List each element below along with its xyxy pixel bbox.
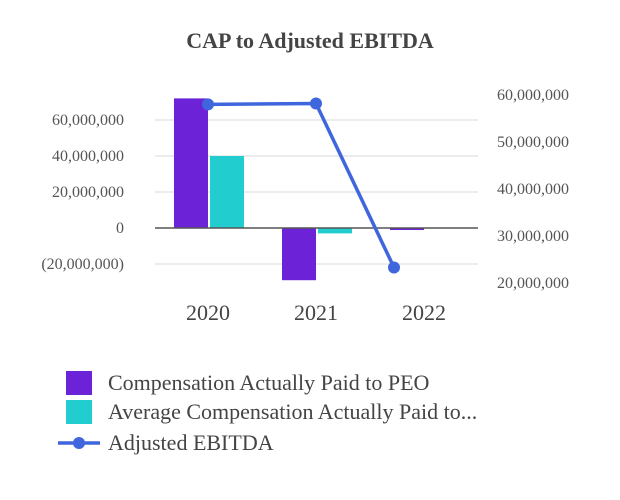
bars (174, 98, 424, 281)
line-point (202, 98, 214, 111)
right-tick-label: 60,000,000 (497, 87, 569, 104)
bar (210, 156, 244, 228)
bar (390, 228, 424, 230)
category-label: 2022 (402, 300, 446, 325)
right-tick-label: 30,000,000 (497, 228, 569, 245)
legend-label: Average Compensation Actually Paid to... (108, 399, 477, 424)
bar (174, 98, 208, 229)
legend-swatch (66, 371, 92, 395)
right-tick-label: 50,000,000 (497, 134, 569, 151)
left-axis-ticks: 60,000,000 40,000,000 20,000,000 0 (20,000,0… (41, 112, 124, 273)
category-label: 2020 (186, 300, 230, 325)
chart-title: CAP to Adjusted EBITDA (186, 28, 434, 53)
line-point (388, 261, 400, 274)
grid-lines (155, 119, 478, 265)
legend-item[interactable]: Compensation Actually Paid to PEO (66, 370, 429, 395)
category-label: 2021 (294, 300, 338, 325)
legend[interactable]: Compensation Actually Paid to PEO Average… (58, 370, 477, 455)
line-series (202, 97, 400, 274)
legend-label: Compensation Actually Paid to PEO (108, 370, 429, 395)
right-tick-label: 20,000,000 (497, 275, 569, 292)
left-tick-label: 40,000,000 (52, 148, 124, 165)
left-tick-label: 20,000,000 (52, 184, 124, 201)
right-tick-label: 40,000,000 (497, 181, 569, 198)
bar (282, 228, 316, 281)
bar (318, 228, 352, 234)
legend-item[interactable]: Adjusted EBITDA (58, 430, 274, 455)
left-tick-label: 0 (116, 220, 124, 237)
legend-swatch (66, 400, 92, 424)
left-tick-label: (20,000,000) (41, 256, 124, 273)
legend-label: Adjusted EBITDA (108, 430, 274, 455)
legend-marker (73, 437, 85, 449)
legend-item[interactable]: Average Compensation Actually Paid to... (66, 399, 477, 424)
line-point (310, 97, 322, 110)
category-labels: 2020 2021 2022 (186, 300, 446, 325)
left-tick-label: 60,000,000 (52, 112, 124, 129)
right-axis-ticks: 60,000,000 50,000,000 40,000,000 30,000,000… (497, 87, 569, 292)
